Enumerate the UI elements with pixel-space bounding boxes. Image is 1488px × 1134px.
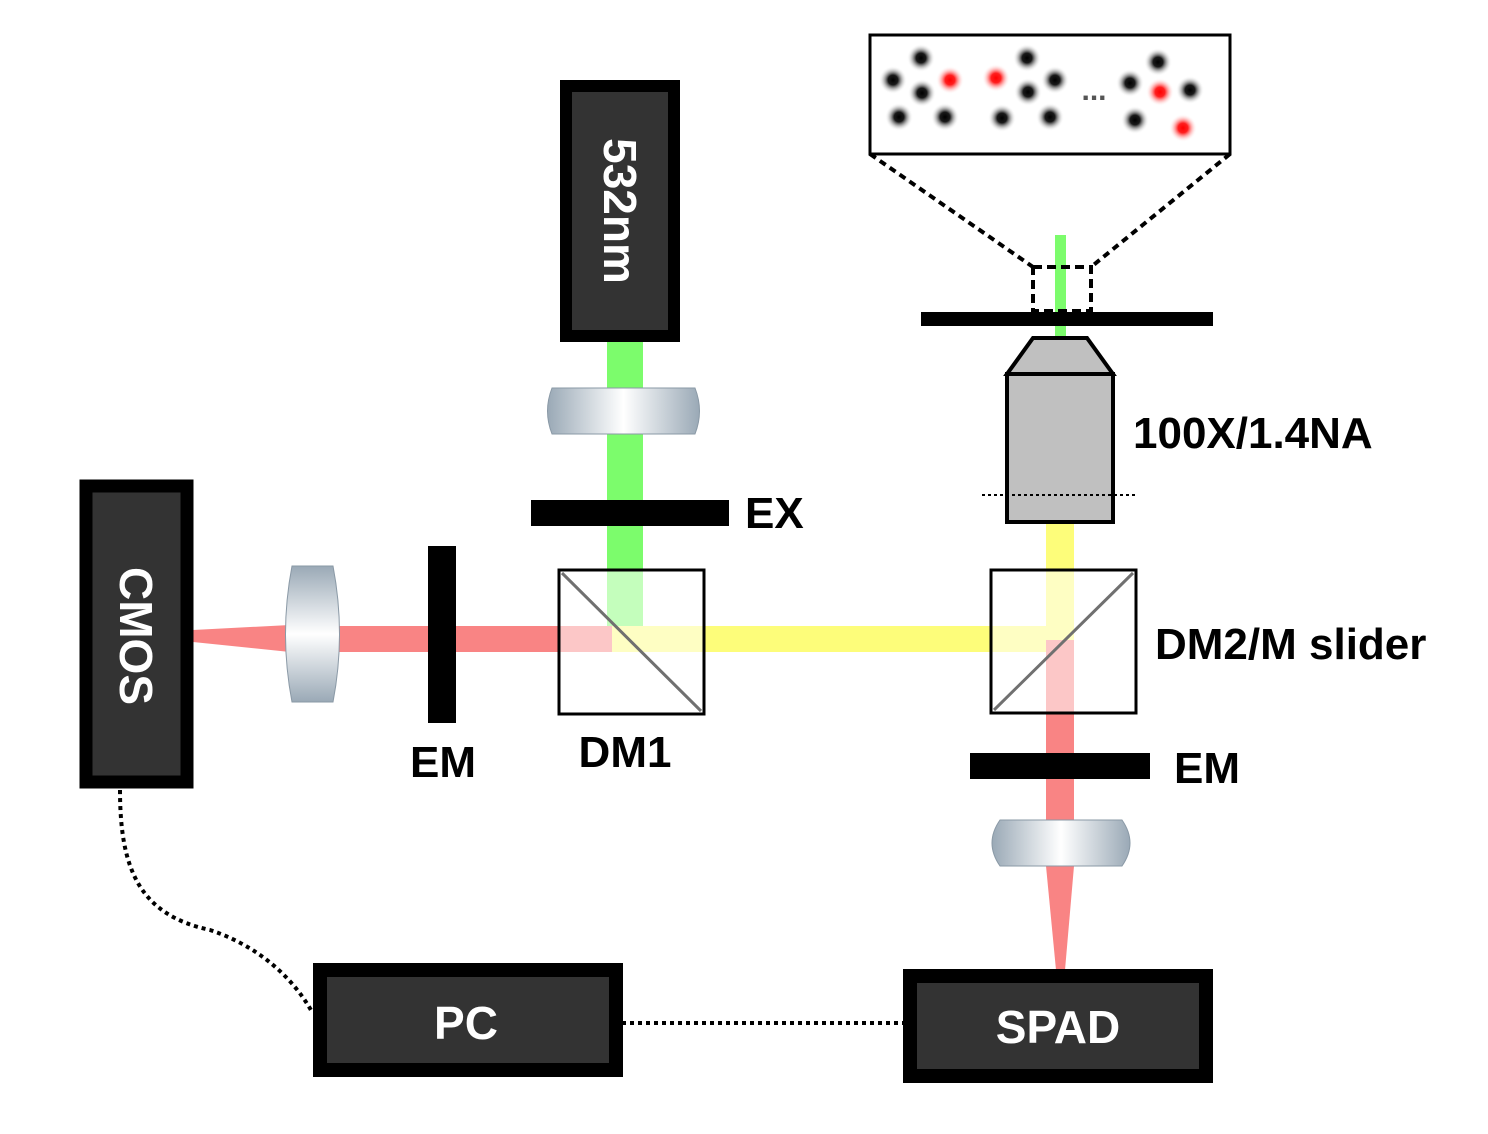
laser-532nm	[560, 80, 680, 342]
emitter-dot-black	[1014, 78, 1042, 106]
em-filter-left-label: EM	[410, 738, 476, 787]
emitter-dot-black	[1036, 103, 1064, 131]
zoom-line-right	[1089, 152, 1232, 269]
emitter-dot-red	[1146, 78, 1174, 106]
emitter-dot-black	[879, 66, 907, 94]
ex-filter-label: EX	[745, 489, 804, 538]
zoom-line-left	[868, 152, 1035, 269]
sample-stage	[921, 312, 1213, 326]
objective-body	[1005, 372, 1115, 524]
cable-cmos-pc	[118, 789, 314, 1013]
emitter-dot-black	[1116, 69, 1144, 97]
emitter-dot-black	[1176, 76, 1204, 104]
dm1-label: DM1	[579, 728, 672, 777]
inset-ellipsis: ...	[1081, 74, 1106, 107]
lens-laser	[547, 387, 700, 435]
objective-label: 100X/1.4NA	[1133, 409, 1373, 458]
emitter-dot-black	[1144, 48, 1172, 76]
red-beam-cmos-taper	[193, 625, 290, 652]
pc-box	[313, 963, 623, 1077]
spad-detector	[903, 969, 1213, 1083]
dm1-mirror	[560, 571, 703, 713]
lens-spad	[991, 819, 1131, 867]
dm2-cube	[989, 568, 1138, 715]
em-filter-left	[428, 546, 456, 723]
ex-filter	[531, 500, 729, 526]
focus-region-box	[1031, 265, 1093, 313]
emitter-dot-black	[988, 104, 1016, 132]
emitter-dot-black	[908, 79, 936, 107]
cmos-label: CMOS	[110, 567, 162, 705]
emitter-dot-black	[1041, 66, 1069, 94]
emitter-dot-black	[931, 103, 959, 131]
em-filter-right-label: EM	[1174, 744, 1240, 793]
emitter-dot-red	[1169, 114, 1197, 142]
laser-label: 532nm	[594, 138, 646, 284]
dm1-cube	[557, 568, 706, 716]
dm2-mirror	[992, 571, 1135, 712]
emitter-dot-black	[885, 103, 913, 131]
green-beam-sample	[1055, 235, 1066, 340]
cmos-camera	[79, 479, 194, 789]
pc-label: PC	[434, 997, 498, 1049]
em-filter-right	[970, 753, 1150, 779]
emitter-dot-red	[982, 64, 1010, 92]
emitter-dot-black	[1013, 44, 1041, 72]
objective-nose	[1003, 336, 1117, 376]
emitter-dot-black	[1121, 106, 1149, 134]
lens-cmos	[285, 565, 340, 703]
emitter-dot-black	[907, 44, 935, 72]
dm2-label: DM2/M slider	[1155, 620, 1426, 669]
spad-label: SPAD	[996, 1001, 1120, 1053]
red-beam-spad-taper	[1046, 866, 1074, 970]
emitter-dot-red	[936, 66, 964, 94]
emitter-dots	[879, 44, 1204, 142]
